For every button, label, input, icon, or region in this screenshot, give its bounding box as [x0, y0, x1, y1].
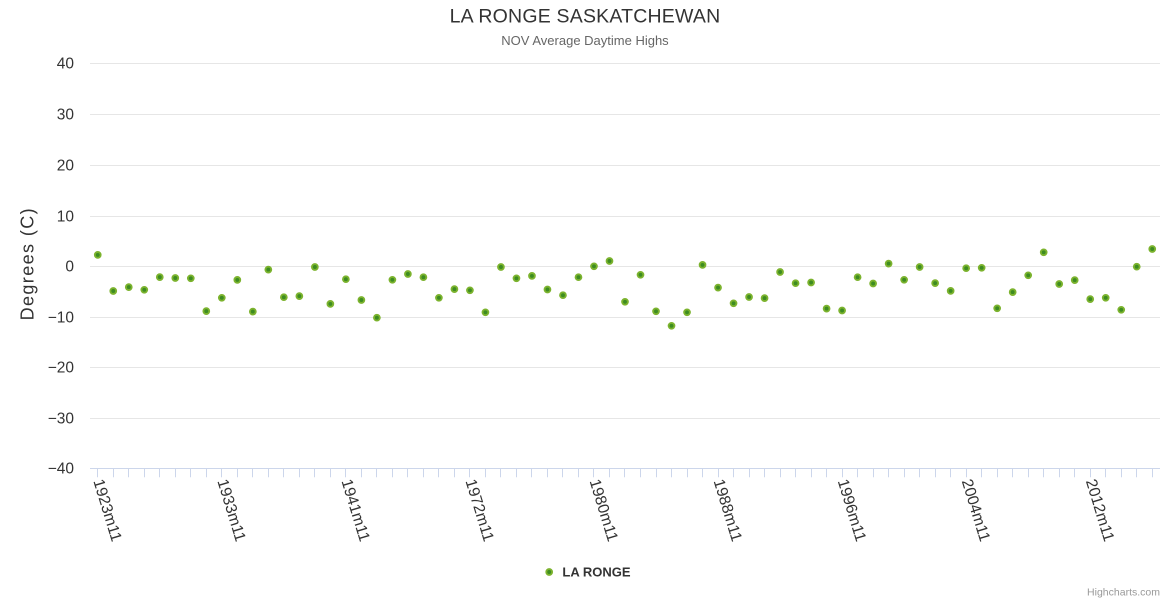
svg-text:20: 20: [57, 158, 75, 175]
svg-text:−40: −40: [48, 461, 75, 478]
svg-text:−30: −30: [48, 411, 75, 428]
svg-text:Highcharts.com: Highcharts.com: [1087, 587, 1160, 599]
svg-text:−10: −10: [48, 310, 75, 327]
svg-text:Degrees (C): Degrees (C): [18, 207, 38, 320]
svg-text:30: 30: [57, 107, 75, 124]
svg-text:NOV Average Daytime Highs: NOV Average Daytime Highs: [501, 33, 669, 48]
svg-text:LA RONGE: LA RONGE: [562, 564, 630, 579]
svg-text:0: 0: [65, 259, 74, 276]
svg-text:−20: −20: [48, 360, 75, 377]
svg-text:10: 10: [57, 209, 75, 226]
svg-text:LA RONGE SASKATCHEWAN: LA RONGE SASKATCHEWAN: [450, 5, 721, 27]
svg-text:40: 40: [57, 56, 75, 73]
